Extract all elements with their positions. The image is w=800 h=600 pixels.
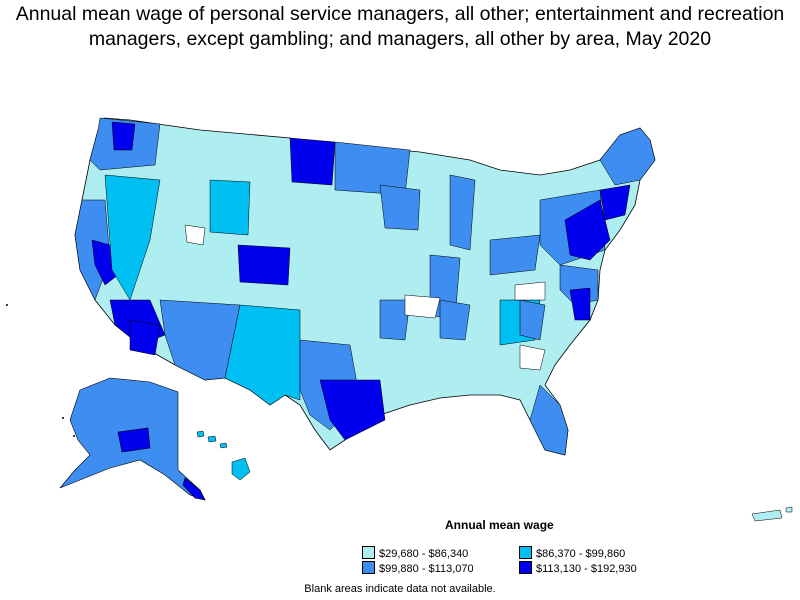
legend-swatch-1: [362, 546, 375, 559]
hawaii: [196, 430, 251, 481]
legend-label-1: $29,680 - $86,340: [379, 548, 469, 560]
map-title: Annual mean wage of personal service man…: [15, 3, 785, 50]
legend-label-3: $99,880 - $113,070: [379, 563, 474, 575]
legend-item-1: $29,680 - $86,340: [362, 546, 468, 561]
legend-swatch-2: [519, 546, 532, 559]
puerto-rico: [751, 506, 793, 522]
legend-swatch-3: [362, 561, 375, 574]
legend-item-3: $99,880 - $113,070: [362, 561, 474, 576]
alaska: [59, 377, 206, 501]
us-wage-map: [6, 117, 793, 522]
outlying-islands: [6, 304, 75, 437]
legend-title: Annual mean wage: [445, 518, 554, 532]
legend-item-2: $86,370 - $99,860: [519, 546, 625, 561]
legend-label-4: $113,130 - $192,930: [536, 563, 637, 575]
no-data-areas: [184, 224, 546, 371]
legend-label-2: $86,370 - $99,860: [536, 548, 626, 560]
footnote: Blank areas indicate data not available.: [304, 583, 496, 595]
legend-swatch-4: [519, 561, 532, 574]
legend-item-4: $113,130 - $192,930: [519, 561, 637, 576]
wage-regions: [74, 117, 656, 456]
